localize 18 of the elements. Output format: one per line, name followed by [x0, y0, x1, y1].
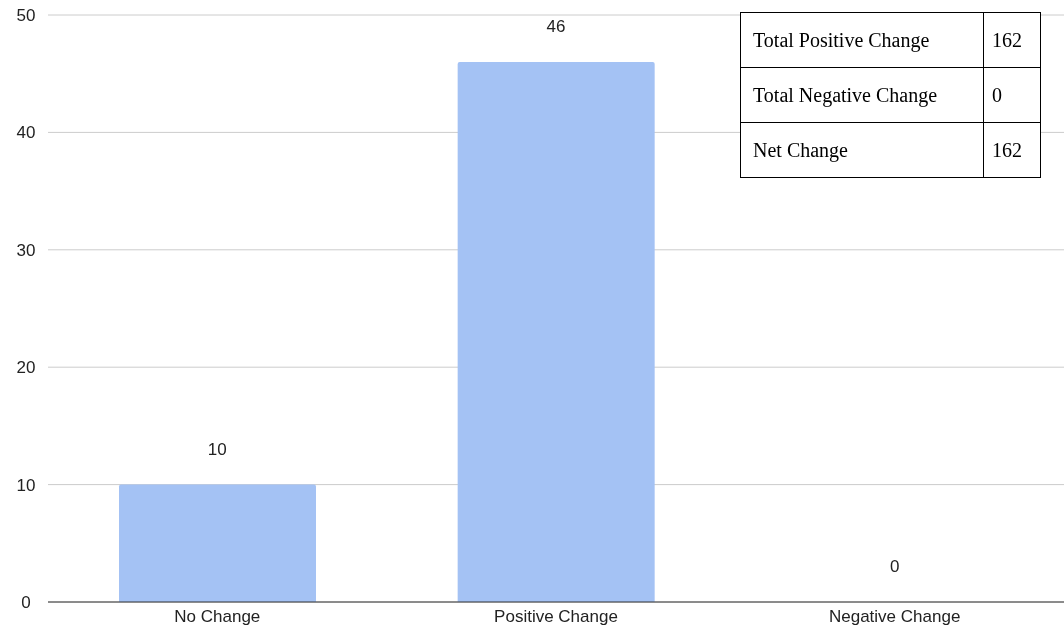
- annotation: Net Change: [740, 122, 984, 178]
- y-tick-label: 50: [16, 6, 36, 26]
- x-tick-label: Negative Change: [828, 607, 961, 627]
- y-tick-label: 30: [16, 240, 36, 260]
- y-tick-label: 10: [16, 475, 36, 495]
- y-tick-label: 0: [21, 593, 31, 613]
- annotation: 162: [983, 12, 1041, 68]
- annotation: 162: [983, 122, 1041, 178]
- annotation: Total Positive Change: [740, 12, 984, 68]
- annotation: 0: [983, 67, 1041, 123]
- data-label: 46: [546, 16, 566, 36]
- annotation: Total Negative Change: [740, 67, 984, 123]
- y-tick-label: 20: [16, 358, 36, 378]
- x-tick-label: Positive Change: [494, 607, 618, 627]
- y-tick-label: 40: [16, 123, 36, 143]
- x-tick-label: No Change: [174, 607, 261, 627]
- data-label: 0: [889, 557, 900, 576]
- data-label: 10: [207, 439, 227, 459]
